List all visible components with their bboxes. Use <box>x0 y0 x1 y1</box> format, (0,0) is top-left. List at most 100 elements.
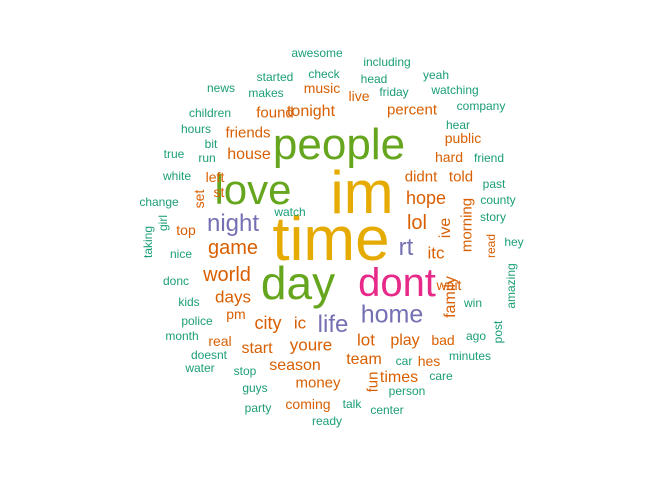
word-white: white <box>162 169 192 183</box>
word-stop: stop <box>233 364 257 378</box>
word-read: read <box>484 233 498 259</box>
word-including: including <box>363 55 411 69</box>
word-play: play <box>390 332 420 349</box>
word-told: told <box>448 168 474 186</box>
word-donc: donc <box>162 274 190 288</box>
word-children: children <box>188 106 232 120</box>
word-doesnt: doesnt <box>190 348 228 362</box>
word-kids: kids <box>178 295 200 309</box>
word-head: head <box>360 72 388 86</box>
word-friend: friend <box>473 151 505 165</box>
word-morning: morning <box>458 197 476 253</box>
word-watch: watch <box>274 205 306 219</box>
word-season: season <box>269 357 321 374</box>
word-guys: guys <box>242 381 268 395</box>
word-live: live <box>348 88 370 104</box>
word-bit: bit <box>204 137 218 151</box>
word-dont: dont <box>358 261 436 305</box>
word-time: time <box>272 205 390 274</box>
word-friday: friday <box>379 85 409 99</box>
word-people: people <box>272 120 406 169</box>
word-yeah: yeah <box>422 68 450 82</box>
word-pm: pm <box>226 306 246 322</box>
word-taking: taking <box>141 225 155 259</box>
word-love: love <box>214 166 292 213</box>
word-center: center <box>370 403 404 417</box>
word-public: public <box>444 130 482 146</box>
word-day: day <box>260 257 336 309</box>
word-water: water <box>185 361 215 375</box>
word-care: care <box>429 369 453 383</box>
word-top: top <box>176 222 196 238</box>
word-check: check <box>308 67 340 81</box>
word-youre: youre <box>289 335 333 355</box>
word-police: police <box>181 314 213 328</box>
word-itc: itc <box>427 243 445 263</box>
word-home: home <box>360 300 424 329</box>
word-start: start <box>241 340 273 357</box>
word-nice: nice <box>169 247 193 261</box>
word-set: set <box>191 189 207 209</box>
word-person: person <box>388 384 426 398</box>
word-didnt: didnt <box>404 168 438 186</box>
word-im: im <box>330 159 394 226</box>
word-talk: talk <box>342 397 362 411</box>
word-ic: ic <box>293 313 307 333</box>
word-life: life <box>317 311 349 338</box>
word-hes: hes <box>417 353 441 369</box>
word-money: money <box>295 374 341 392</box>
word-days: days <box>215 287 251 307</box>
word-friends: friends <box>225 124 271 142</box>
word-team: team <box>346 351 382 368</box>
word-party: party <box>244 401 272 415</box>
word-true: true <box>163 147 185 161</box>
word-ready: ready <box>311 414 343 428</box>
word-bad: bad <box>431 332 455 348</box>
word-night: night <box>206 210 260 237</box>
word-game: game <box>207 237 259 259</box>
word-county: county <box>480 193 516 207</box>
word-hope: hope <box>405 188 447 208</box>
word-minutes: minutes <box>448 349 492 363</box>
word-hours: hours <box>180 122 212 136</box>
word-wait: wait <box>436 277 462 293</box>
word-lot: lot <box>357 330 375 350</box>
word-started: started <box>256 70 294 84</box>
word-month: month <box>165 329 199 343</box>
word-amazing: amazing <box>504 263 518 309</box>
word-found: found <box>256 104 294 122</box>
word-awesome: awesome <box>291 46 343 60</box>
word-percent: percent <box>386 101 438 119</box>
word-win: win <box>463 296 483 310</box>
word-hear: hear <box>445 118 471 132</box>
word-news: news <box>206 81 236 95</box>
word-lol: lol <box>406 212 428 234</box>
word-rt: rt <box>398 234 414 261</box>
word-run: run <box>198 151 216 165</box>
word-company: company <box>456 99 506 113</box>
word-world: world <box>203 264 251 286</box>
word-post: post <box>491 320 505 344</box>
word-watching: watching <box>431 83 479 97</box>
word-coming: coming <box>285 396 331 412</box>
word-house: house <box>227 146 271 163</box>
word-ago: ago <box>465 329 487 343</box>
word-change: change <box>139 195 179 209</box>
word-makes: makes <box>248 86 284 100</box>
word-past: past <box>482 177 506 191</box>
word-girl: girl <box>156 214 170 232</box>
word-car: car <box>395 354 413 368</box>
word-story: story <box>479 210 507 224</box>
word-fun: fun <box>364 371 382 393</box>
word-city: city <box>254 313 282 333</box>
word-real: real <box>208 333 232 349</box>
word-ive: ive <box>437 217 454 239</box>
word-music: music <box>303 80 341 96</box>
word-hard: hard <box>434 149 464 165</box>
word-tonight: tonight <box>286 103 336 120</box>
word-left: left <box>205 169 225 185</box>
word-times: times <box>379 369 419 386</box>
word-st: st <box>213 184 225 200</box>
word-hey: hey <box>504 235 524 249</box>
